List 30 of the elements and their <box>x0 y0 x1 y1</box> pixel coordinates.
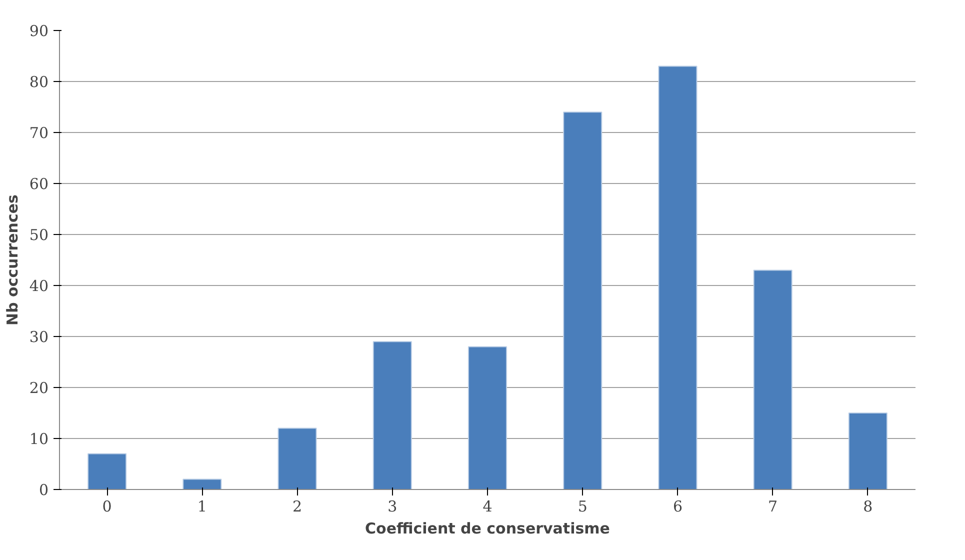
bar <box>468 346 508 490</box>
y-tick-label: 20 <box>29 379 49 397</box>
x-tick-label: 4 <box>482 498 492 516</box>
x-axis-title: Coefficient de conservatisme <box>365 520 610 538</box>
x-tick-label: 2 <box>292 498 302 516</box>
y-tick-label: 90 <box>29 22 49 40</box>
x-tick-label: 5 <box>578 498 588 516</box>
bar <box>848 412 888 490</box>
bar <box>278 428 317 490</box>
x-tick-label: 3 <box>388 498 398 516</box>
x-tick-label: 7 <box>768 498 778 516</box>
x-tick-label: 0 <box>102 498 112 516</box>
bar <box>88 453 127 490</box>
y-tick-label: 30 <box>29 328 49 346</box>
y-tick-label: 80 <box>29 73 49 91</box>
y-tick-label: 40 <box>29 277 49 295</box>
y-tick-label: 10 <box>29 430 49 448</box>
bar <box>658 66 698 490</box>
y-axis-title: Nb occurrences <box>3 194 22 326</box>
bar <box>753 270 792 490</box>
y-tick-label: 60 <box>29 175 49 193</box>
x-tick-label: 8 <box>863 498 873 516</box>
bar <box>182 478 222 490</box>
bar <box>372 341 412 490</box>
y-tick-label: 0 <box>38 481 49 499</box>
y-tick-label: 50 <box>29 226 49 244</box>
x-tick-label: 6 <box>672 498 682 516</box>
bar <box>563 112 602 490</box>
y-tick-label: 70 <box>29 124 49 142</box>
x-tick-label: 1 <box>197 498 207 516</box>
